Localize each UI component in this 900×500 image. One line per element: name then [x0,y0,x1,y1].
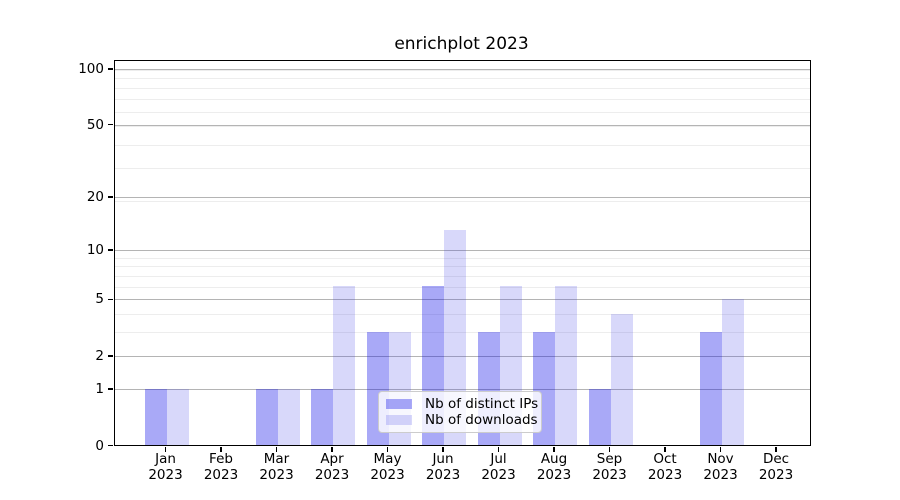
bar-downloads-aug [555,286,577,445]
x-tick-label-mar: Mar 2023 [259,451,294,483]
bar-distinct-ips-mar [255,388,278,445]
y-tick-mark-50 [108,124,113,126]
major-gridline-1 [114,388,810,390]
major-gridline-50 [114,124,810,126]
minor-gridline-99 [114,69,810,71]
y-tick-label-50: 50 [86,116,104,133]
y-tick-mark-20 [108,196,113,198]
legend-label-downloads: Nb of downloads [425,412,538,428]
x-tick-mark-aug [553,446,555,452]
bar-downloads-jan [166,388,189,445]
y-tick-label-0: 0 [95,437,104,454]
y-tick-mark-100 [108,68,113,70]
x-tick-mark-jun [442,446,444,452]
major-gridline-5 [114,299,810,301]
minor-gridline-4 [114,314,810,316]
legend-swatch-downloads [386,415,412,425]
minor-gridline-29 [114,168,810,170]
y-tick-mark-1 [108,388,113,390]
bar-downloads-nov [721,298,744,445]
x-tick-mark-dec [775,446,777,452]
x-tick-mark-oct [664,446,666,452]
minor-gridline-49 [114,126,810,128]
minor-gridline-7 [114,275,810,277]
minor-gridline-69 [114,98,810,100]
minor-gridline-19 [114,201,810,203]
x-tick-label-dec: Dec 2023 [758,451,794,483]
y-tick-label-1: 1 [95,380,104,397]
bar-distinct-ips-apr [311,388,333,445]
x-tick-label-feb: Feb 2023 [203,451,239,483]
major-gridline-100 [114,69,810,71]
x-tick-mark-apr [331,446,333,452]
x-tick-label-oct: Oct 2023 [647,451,683,483]
y-tick-label-100: 100 [78,61,104,78]
minor-gridline-39 [114,144,810,146]
x-tick-mark-mar [275,446,278,452]
x-tick-label-jun: Jun 2023 [425,451,461,483]
minor-gridline-8 [114,266,810,268]
y-tick-label-2: 2 [95,347,104,364]
legend-item-downloads: Nb of downloads [386,412,538,428]
bar-distinct-ips-nov [699,332,722,445]
major-gridline-2 [114,355,810,357]
x-tick-mark-sep [608,446,611,452]
minor-gridline-3 [114,332,810,334]
chart-title: enrichplot 2023 [394,34,529,54]
legend-swatch-distinct-ips [386,399,412,409]
x-tick-label-sep: Sep 2023 [592,451,627,483]
x-tick-label-aug: Aug 2023 [536,451,572,483]
y-tick-mark-0 [108,444,113,447]
x-tick-label-nov: Nov 2023 [703,451,738,483]
y-tick-label-5: 5 [95,291,104,308]
major-gridline-10 [114,249,810,251]
legend-label-distinct-ips: Nb of distinct IPs [425,396,539,412]
bar-downloads-jun [444,229,466,445]
x-tick-label-jan: Jan 2023 [148,451,183,483]
x-tick-mark-may [386,446,389,452]
bar-downloads-sep [610,313,633,445]
y-tick-mark-10 [108,249,113,251]
x-tick-label-may: May 2023 [370,451,405,483]
y-tick-label-10: 10 [86,241,104,258]
x-tick-label-apr: Apr 2023 [314,451,350,483]
minor-gridline-59 [114,111,810,113]
bar-downloads-mar [277,388,300,445]
minor-gridline-89 [114,78,810,80]
x-tick-mark-nov [719,446,722,452]
x-tick-mark-jan [164,446,167,452]
y-tick-mark-5 [108,298,113,301]
x-tick-label-jul: Jul 2023 [481,451,516,483]
legend-item-distinct-ips: Nb of distinct IPs [386,396,538,412]
y-tick-label-20: 20 [86,189,104,206]
major-gridline-20 [114,197,810,199]
x-tick-mark-feb [220,446,222,452]
bar-downloads-apr [333,286,355,445]
legend: Nb of distinct IPs Nb of downloads [378,391,542,433]
plot-area [113,59,811,446]
bar-distinct-ips-sep [588,388,611,445]
minor-gridline-79 [114,88,810,90]
minor-gridline-9 [114,257,810,259]
x-tick-mark-jul [497,446,500,452]
bar-distinct-ips-jan [144,388,167,445]
y-tick-mark-2 [108,355,113,357]
minor-gridline-6 [114,286,810,288]
